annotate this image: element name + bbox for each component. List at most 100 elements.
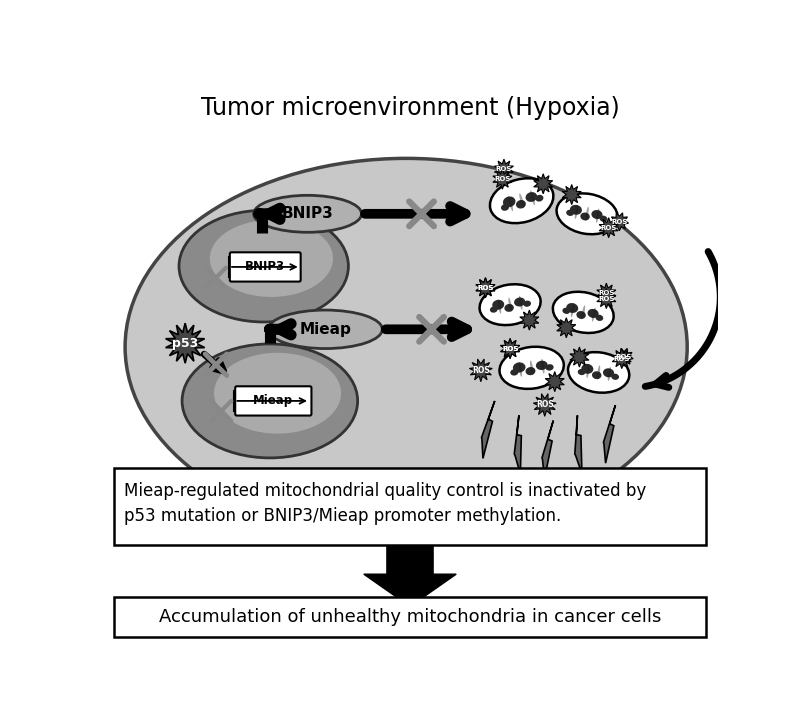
- FancyBboxPatch shape: [235, 386, 311, 416]
- Polygon shape: [476, 278, 495, 298]
- Ellipse shape: [498, 299, 502, 314]
- Ellipse shape: [490, 307, 498, 312]
- Text: ROS: ROS: [496, 166, 512, 172]
- Ellipse shape: [553, 292, 614, 333]
- Polygon shape: [603, 406, 615, 463]
- Text: ROS: ROS: [536, 401, 554, 409]
- Ellipse shape: [530, 190, 535, 205]
- Ellipse shape: [591, 210, 602, 219]
- Ellipse shape: [513, 362, 526, 372]
- Polygon shape: [534, 174, 553, 194]
- Polygon shape: [557, 318, 576, 338]
- Ellipse shape: [557, 193, 618, 234]
- Ellipse shape: [523, 301, 531, 307]
- Text: ROS: ROS: [502, 346, 518, 351]
- FancyBboxPatch shape: [230, 252, 301, 281]
- Ellipse shape: [566, 210, 574, 216]
- Ellipse shape: [580, 213, 590, 221]
- Ellipse shape: [562, 308, 570, 314]
- Ellipse shape: [578, 369, 586, 375]
- Ellipse shape: [586, 207, 589, 221]
- Ellipse shape: [125, 158, 687, 536]
- Text: BNIP3: BNIP3: [282, 206, 334, 221]
- Polygon shape: [501, 338, 520, 359]
- Text: ROS: ROS: [478, 285, 494, 291]
- Polygon shape: [615, 348, 633, 367]
- Ellipse shape: [568, 352, 630, 393]
- Polygon shape: [597, 283, 616, 303]
- Text: ROS: ROS: [494, 176, 510, 182]
- Text: Mieap: Mieap: [299, 322, 351, 337]
- Ellipse shape: [603, 368, 614, 377]
- Text: ROS: ROS: [502, 346, 518, 351]
- Polygon shape: [534, 394, 556, 416]
- Polygon shape: [542, 421, 554, 479]
- Text: BNIP3: BNIP3: [245, 260, 286, 273]
- Ellipse shape: [514, 297, 526, 307]
- Polygon shape: [599, 218, 618, 238]
- Ellipse shape: [597, 365, 600, 380]
- Polygon shape: [470, 359, 492, 382]
- Polygon shape: [364, 547, 456, 607]
- Polygon shape: [612, 348, 631, 369]
- Ellipse shape: [592, 307, 596, 322]
- Ellipse shape: [595, 315, 603, 321]
- Ellipse shape: [570, 205, 582, 215]
- Ellipse shape: [268, 310, 382, 348]
- Polygon shape: [166, 323, 205, 363]
- Ellipse shape: [501, 204, 509, 211]
- Ellipse shape: [210, 220, 333, 297]
- Ellipse shape: [508, 196, 513, 211]
- Polygon shape: [476, 278, 495, 298]
- Text: p53: p53: [172, 337, 198, 350]
- Polygon shape: [570, 347, 589, 367]
- Polygon shape: [520, 310, 539, 330]
- Ellipse shape: [179, 210, 349, 322]
- Ellipse shape: [587, 309, 598, 318]
- Polygon shape: [514, 415, 522, 474]
- Ellipse shape: [536, 361, 548, 370]
- Ellipse shape: [519, 296, 522, 310]
- Text: Accumulation of unhealthy mitochondria in cancer cells: Accumulation of unhealthy mitochondria i…: [159, 608, 661, 626]
- Ellipse shape: [526, 192, 537, 202]
- Text: ROS: ROS: [472, 366, 490, 375]
- Polygon shape: [546, 372, 564, 392]
- Ellipse shape: [490, 179, 554, 223]
- Ellipse shape: [535, 194, 543, 202]
- Text: ROS: ROS: [601, 225, 617, 231]
- Ellipse shape: [508, 298, 512, 312]
- Ellipse shape: [526, 367, 535, 375]
- Ellipse shape: [592, 371, 602, 379]
- Ellipse shape: [503, 197, 515, 208]
- Ellipse shape: [530, 360, 534, 375]
- Ellipse shape: [519, 193, 524, 208]
- Polygon shape: [575, 415, 582, 474]
- Polygon shape: [501, 338, 520, 359]
- Text: ROS: ROS: [616, 354, 632, 360]
- Ellipse shape: [546, 364, 554, 371]
- FancyBboxPatch shape: [114, 468, 706, 545]
- FancyBboxPatch shape: [114, 597, 706, 637]
- Text: ROS: ROS: [611, 218, 628, 225]
- Ellipse shape: [516, 200, 526, 208]
- Text: Tumor microenvironment (Hypoxia): Tumor microenvironment (Hypoxia): [201, 96, 619, 120]
- Ellipse shape: [254, 195, 362, 232]
- Ellipse shape: [519, 362, 522, 377]
- Polygon shape: [493, 169, 512, 189]
- Polygon shape: [482, 401, 494, 458]
- Ellipse shape: [566, 303, 578, 313]
- Ellipse shape: [510, 369, 518, 375]
- Ellipse shape: [611, 374, 619, 380]
- Polygon shape: [597, 288, 616, 309]
- Ellipse shape: [586, 364, 590, 378]
- Text: ROS: ROS: [598, 296, 614, 301]
- Ellipse shape: [214, 353, 341, 434]
- Ellipse shape: [599, 215, 607, 222]
- Ellipse shape: [582, 364, 594, 374]
- Polygon shape: [610, 213, 629, 231]
- Ellipse shape: [582, 305, 585, 320]
- Text: ROS: ROS: [614, 356, 630, 362]
- Ellipse shape: [182, 344, 358, 458]
- Ellipse shape: [504, 304, 514, 312]
- Ellipse shape: [577, 311, 586, 319]
